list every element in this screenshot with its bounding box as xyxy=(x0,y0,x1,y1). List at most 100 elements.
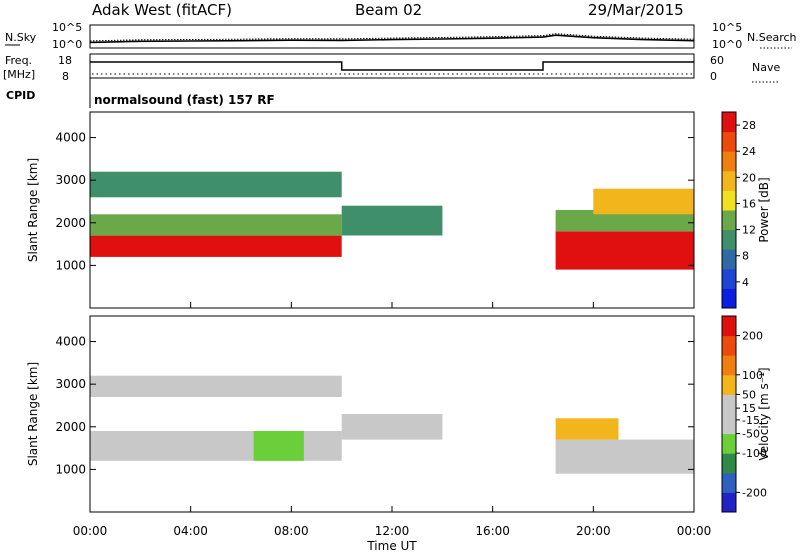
velocity-colorbar-segment xyxy=(722,414,736,435)
velocity-colorbar-segment xyxy=(722,374,736,395)
nsky-series-line xyxy=(89,34,695,44)
power-colorbar-tick-label: 4 xyxy=(742,276,749,289)
velocity-colorbar-tick-label: 200 xyxy=(742,330,763,343)
velocity-colorbar-tick-label: 100 xyxy=(742,369,763,382)
power-echo-band xyxy=(341,205,443,236)
cpid-label: CPID xyxy=(6,89,35,102)
power-colorbar-tick-label: 28 xyxy=(742,119,756,132)
power-y-axis: 1000 2000 3000 4000 xyxy=(55,131,694,272)
velocity-colorbar-segment xyxy=(722,453,736,474)
velocity-colorbar-tick-label: -100 xyxy=(742,447,767,460)
velocity-colorbar-tick-label: 50 xyxy=(742,388,756,401)
freq-tick-bottom: 8 xyxy=(62,70,69,83)
velocity-colorbar-tick-label: -15 xyxy=(742,414,760,427)
time-axis: 00:00 04:00 08:00 12:00 16:00 20:00 00:00 xyxy=(73,302,712,538)
power-echo-band xyxy=(90,235,342,257)
velocity-colorbar-label: Velocity [m s⁻¹] xyxy=(757,367,771,460)
velocity-echo-band xyxy=(90,431,342,461)
velocity-ylabel: Slant Range [km] xyxy=(26,362,40,466)
power-colorbar: 4 8 12 16 20 24 28 xyxy=(721,111,756,309)
power-colorbar-segment xyxy=(722,210,736,231)
power-colorbar-tick-label: 12 xyxy=(742,224,756,237)
freq-panel-frame xyxy=(89,53,695,79)
velocity-data-layer xyxy=(90,375,694,474)
power-colorbar-frame xyxy=(721,111,737,309)
velocity-echo-band xyxy=(555,418,619,440)
power-colorbar-segment xyxy=(722,288,736,309)
velocity-echo-band xyxy=(90,375,342,397)
power-colorbar-tick-label: 24 xyxy=(742,145,756,158)
beam-title: Beam 02 xyxy=(355,1,422,19)
power-colorbar-tick-label: 16 xyxy=(742,197,756,210)
power-colorbar-tick-label: 8 xyxy=(742,250,749,263)
power-colorbar-segment xyxy=(722,151,736,172)
velocity-colorbar-tick-label: 15 xyxy=(742,402,756,415)
time-tick-label: 04:00 xyxy=(173,524,208,538)
power-echo-band xyxy=(555,210,694,232)
power-colorbar-segment xyxy=(722,131,736,152)
power-colorbar-segment xyxy=(722,190,736,211)
power-colorbar-segment xyxy=(722,170,736,191)
nsearch-label: N.Search xyxy=(747,31,797,44)
power-y-tick-label: 3000 xyxy=(55,173,86,187)
nsearch-tick-top: 10^5 xyxy=(712,21,742,34)
nsky-tick-bottom: 10^0 xyxy=(52,38,82,51)
velocity-colorbar-segment xyxy=(722,355,736,376)
velocity-echo-band xyxy=(555,439,694,474)
power-data-layer xyxy=(90,171,694,270)
power-colorbar-label: Power [dB] xyxy=(757,177,771,242)
nsearch-tick-bottom: 10^0 xyxy=(712,38,742,51)
velocity-y-tick-label: 4000 xyxy=(55,335,86,349)
time-axis-label: Time UT xyxy=(366,539,417,553)
power-y-tick-label: 2000 xyxy=(55,216,86,230)
velocity-y-tick-label: 2000 xyxy=(55,420,86,434)
power-colorbar-segment xyxy=(722,112,736,133)
velocity-colorbar-frame xyxy=(721,315,737,513)
velocity-colorbar-segment xyxy=(722,492,736,513)
nsearch-series-line xyxy=(89,33,695,42)
velocity-colorbar-segment xyxy=(722,394,736,415)
cpid-value: normalsound (fast) 157 RF xyxy=(94,93,275,107)
power-y-tick-label: 4000 xyxy=(55,131,86,145)
nave-label: Nave xyxy=(752,61,780,74)
freq-series-line xyxy=(90,61,694,71)
time-tick-label: 16:00 xyxy=(475,524,510,538)
date-title: 29/Mar/2015 xyxy=(588,1,684,19)
velocity-y-axis: 1000 2000 3000 4000 xyxy=(55,335,694,476)
nsky-tick-top: 10^5 xyxy=(52,21,82,34)
time-tick-label: 08:00 xyxy=(274,524,309,538)
power-echo-band xyxy=(90,171,342,198)
time-tick-label: 20:00 xyxy=(576,524,611,538)
time-tick-label: 12:00 xyxy=(375,524,410,538)
freq-tick-top: 18 xyxy=(58,54,72,67)
velocity-colorbar-segment xyxy=(722,433,736,454)
nsky-panel-frame xyxy=(89,24,695,49)
velocity-colorbar-tick-label: -200 xyxy=(742,486,767,499)
nave-tick-bottom: 0 xyxy=(710,70,717,83)
freq-unit-label: [MHz] xyxy=(3,68,35,81)
power-ylabel: Slant Range [km] xyxy=(26,158,40,262)
power-echo-band xyxy=(555,231,694,270)
time-tick-label: 00:00 xyxy=(677,524,712,538)
station-title: Adak West (fitACF) xyxy=(92,1,232,19)
power-y-tick-label: 1000 xyxy=(55,258,86,272)
velocity-colorbar-segment xyxy=(722,335,736,356)
nsky-label: N.Sky xyxy=(5,31,37,44)
time-tick-label: 00:00 xyxy=(73,524,108,538)
power-colorbar-segment xyxy=(722,268,736,289)
power-echo-band xyxy=(593,188,694,215)
velocity-colorbar-tick-label: -50 xyxy=(742,428,760,441)
nave-tick-top: 60 xyxy=(710,54,724,67)
freq-label: Freq. xyxy=(5,54,32,67)
velocity-y-tick-label: 3000 xyxy=(55,377,86,391)
power-colorbar-segment xyxy=(722,249,736,270)
velocity-echo-band xyxy=(341,414,443,440)
velocity-colorbar-segment xyxy=(722,316,736,337)
power-colorbar-tick-label: 20 xyxy=(742,171,756,184)
velocity-y-tick-label: 1000 xyxy=(55,462,86,476)
power-echo-band xyxy=(90,214,342,236)
velocity-colorbar-segment xyxy=(722,472,736,493)
power-colorbar-segment xyxy=(722,229,736,250)
